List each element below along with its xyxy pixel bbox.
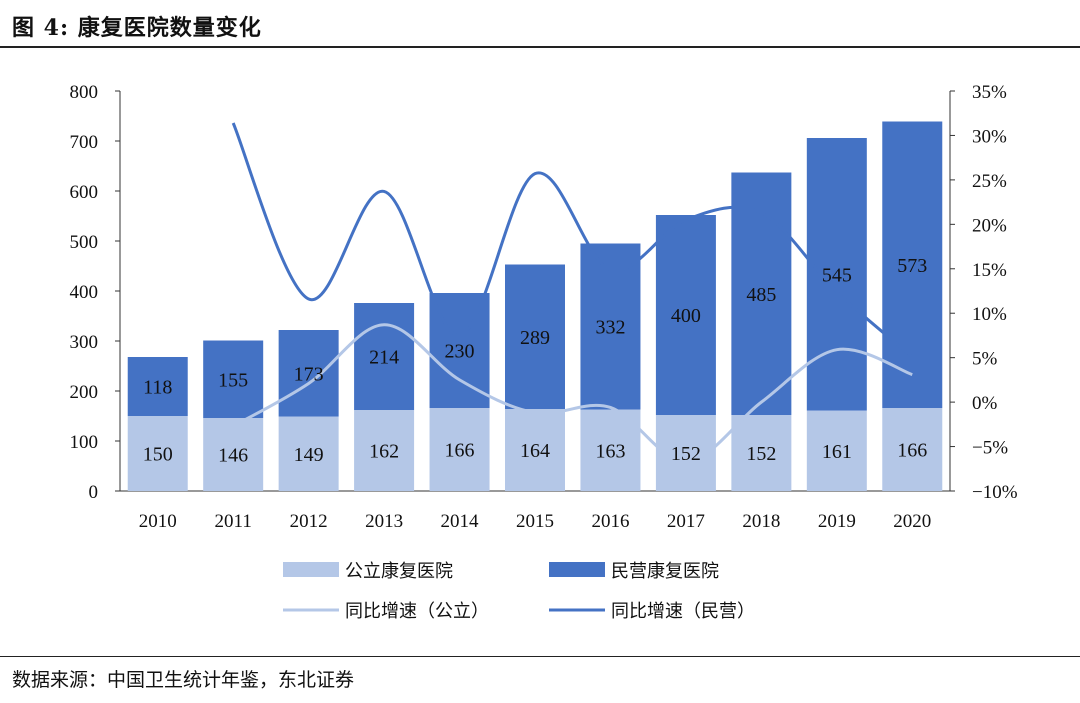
bar-private	[127, 357, 188, 416]
bar-public	[882, 408, 943, 491]
data-label-private: 214	[369, 347, 399, 369]
figure-header: 图 4: 康复医院数量变化	[0, 0, 1080, 46]
x-tick-label: 2014	[441, 511, 480, 532]
data-label-public: 146	[218, 445, 248, 467]
y-left-tick-label: 100	[70, 432, 99, 453]
x-tick-label: 2019	[818, 511, 856, 532]
y-left-tick-label: 300	[70, 332, 99, 353]
bar-public	[203, 418, 264, 491]
data-label-public: 164	[520, 440, 550, 462]
bar-private	[354, 303, 415, 410]
data-label-private: 118	[143, 377, 172, 399]
bar-private	[203, 340, 264, 418]
y-right-tick-label: 0%	[972, 393, 998, 414]
data-label-private: 332	[595, 317, 625, 339]
bar-line-chart: 0 100 200 300 400 500 600 700 800 −10% −5% 0% 5% 10% 1…	[70, 82, 1018, 622]
data-label-private: 155	[218, 369, 248, 391]
y-left-tick-label: 700	[70, 132, 99, 153]
y-left-tick-label: 0	[89, 482, 99, 503]
data-label-public: 163	[595, 440, 625, 462]
bar-private	[806, 138, 867, 411]
y-right-tick-label: −10%	[972, 482, 1018, 503]
y-right-tick-label: 15%	[972, 260, 1007, 281]
data-label-public: 161	[822, 441, 852, 463]
data-label-private: 400	[671, 305, 701, 327]
y-left-tick-label: 800	[70, 82, 99, 103]
y-left-tick-label: 600	[70, 182, 99, 203]
data-label-public: 152	[671, 443, 701, 465]
data-label-private: 573	[897, 255, 927, 277]
legend-label: 同比增速（公立）	[345, 601, 489, 622]
x-tick-label: 2013	[365, 511, 403, 532]
x-tick-label: 2016	[591, 511, 629, 532]
x-tick-label: 2020	[893, 511, 931, 532]
y-left-tick-label: 500	[70, 232, 99, 253]
bar-private	[655, 215, 716, 415]
data-label-private: 289	[520, 327, 550, 349]
bar-private	[505, 264, 565, 409]
data-label-private: 545	[822, 264, 852, 286]
x-tick-label: 2012	[290, 511, 328, 532]
bar-public	[429, 408, 490, 491]
top-rule	[0, 46, 1080, 48]
y-right-tick-label: 5%	[972, 349, 998, 370]
x-tick-label: 2018	[742, 511, 780, 532]
x-tick-label: 2017	[667, 511, 705, 532]
bar-public	[354, 410, 415, 491]
data-label-private: 230	[445, 341, 475, 363]
legend-label: 民营康复医院	[611, 561, 719, 582]
bottom-rule	[0, 656, 1080, 657]
data-label-public: 166	[897, 440, 927, 462]
y-right-tick-label: 10%	[972, 304, 1007, 325]
legend-swatch-bar	[549, 562, 605, 577]
bar-private	[882, 121, 943, 408]
source-note: 数据来源：中国卫生统计年鉴，东北证券	[12, 669, 355, 691]
bar-public	[505, 409, 565, 491]
data-label-private: 173	[294, 363, 324, 385]
data-label-public: 150	[143, 444, 173, 466]
bar-public	[580, 409, 641, 491]
line-public-growth	[232, 323, 913, 464]
data-label-public: 162	[369, 441, 399, 463]
bar-public	[127, 416, 188, 491]
legend-swatch-bar	[283, 562, 339, 577]
bar-public	[731, 415, 792, 491]
y-right-tick-label: −5%	[972, 438, 1008, 459]
bar-private	[278, 330, 339, 417]
y-left-tick-label: 200	[70, 382, 99, 403]
figure-title: 图 4: 康复医院数量变化	[12, 15, 262, 41]
data-label-public: 149	[294, 444, 324, 466]
y-right-tick-label: 20%	[972, 215, 1007, 236]
data-label-public: 152	[746, 443, 776, 465]
bar-public	[278, 416, 339, 491]
y-right-tick-label: 25%	[972, 171, 1007, 192]
x-tick-label: 2010	[139, 511, 177, 532]
bar-public	[806, 410, 867, 491]
x-tick-label: 2015	[516, 511, 554, 532]
data-label-private: 485	[746, 284, 776, 306]
y-left-tick-label: 400	[70, 282, 99, 303]
legend-label: 同比增速（民营）	[611, 601, 755, 622]
data-label-public: 166	[445, 440, 475, 462]
y-right-tick-label: 30%	[972, 126, 1007, 147]
legend-label: 公立康复医院	[345, 561, 453, 582]
y-right-tick-label: 35%	[972, 82, 1007, 103]
x-tick-label: 2011	[215, 511, 252, 532]
line-private-growth	[231, 122, 914, 358]
